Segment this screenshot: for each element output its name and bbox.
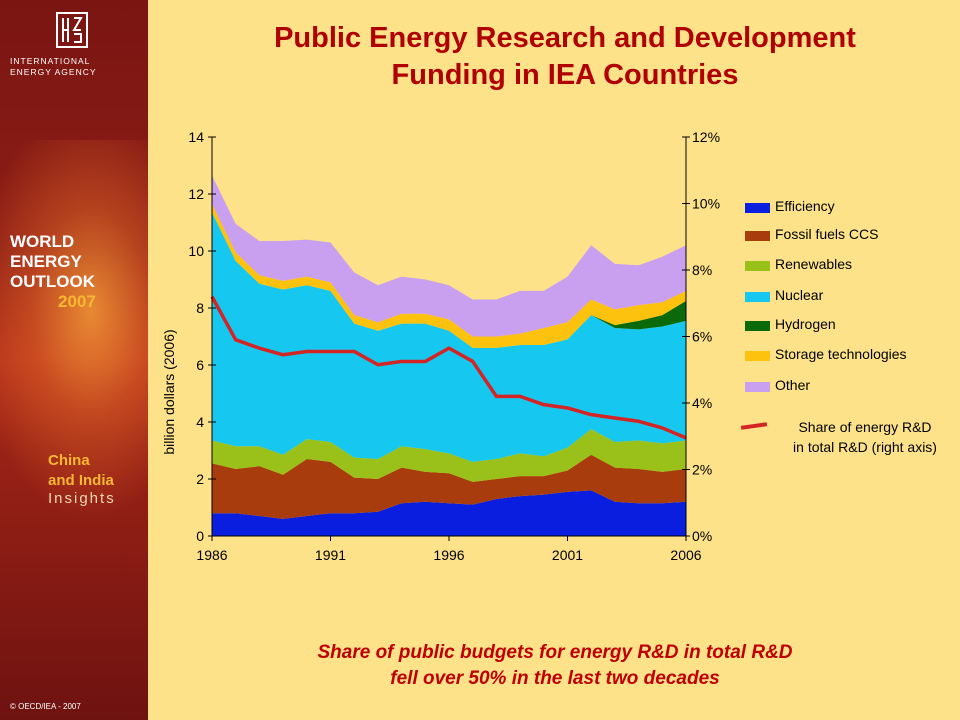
y2-tick-label: 6% (692, 329, 712, 345)
weo-year: 2007 (58, 292, 96, 311)
title-line-2: Funding in IEA Countries (391, 59, 739, 91)
y-tick-label: 0 (196, 528, 204, 544)
org-line-2: ENERGY AGENCY (10, 67, 97, 77)
weo-line-3: OUTLOOK (10, 272, 95, 291)
legend-swatch (745, 231, 770, 241)
legend-label: Renewables (775, 256, 853, 272)
legend-label: Share of energy R&D in total R&D (right … (793, 419, 937, 455)
legend-label: Efficiency (775, 198, 835, 214)
rd-funding-chart: 0 2 4 6 8 10 12 14 0% 2% 4% 6% 8% 10% 12% 1986 1991 1996 2… (161, 129, 720, 563)
sidebar: INTERNATIONAL ENERGY AGENCY WORLD ENERGY… (0, 0, 148, 720)
y-tick-label: 4 (196, 414, 204, 430)
slide-title: Public Energy Research and Development F… (170, 20, 960, 94)
weo-line-2: ENERGY (10, 252, 82, 271)
y-axis-label: billion dollars (2006) (161, 329, 177, 454)
caption-line-1: Share of public budgets for energy R&D i… (317, 642, 793, 663)
area-efficiency (212, 490, 686, 536)
legend-swatch (745, 203, 770, 213)
x-tick-label: 1991 (315, 547, 346, 563)
legend-label: Storage technologies (775, 346, 907, 362)
line-layer (210, 295, 687, 440)
y-tick-label: 10 (188, 243, 204, 259)
area-fossil-fuels-ccs (212, 454, 686, 519)
legend-label: Other (775, 377, 811, 393)
org-line-1: INTERNATIONAL (10, 56, 91, 66)
area-layer (212, 175, 686, 536)
x-tick-label: 2001 (552, 547, 583, 563)
y2-tick-label: 4% (692, 395, 712, 411)
legend-label: Hydrogen (775, 316, 836, 332)
y2-tick-label: 8% (692, 262, 712, 278)
legend-swatch (745, 292, 770, 302)
y-tick-label: 14 (188, 129, 204, 145)
legend-label: Fossil fuels CCS (775, 226, 879, 242)
y2-tick-label: 12% (692, 129, 720, 145)
area-nuclear (212, 212, 686, 462)
slide-caption: Share of public budgets for energy R&D i… (150, 640, 960, 692)
insight-line-3: Insights (48, 490, 116, 507)
x-tick-label: 1986 (196, 547, 227, 563)
insight-line-2: and India (48, 472, 114, 489)
legend-swatch (745, 351, 770, 361)
share-line (210, 295, 687, 440)
legend-swatch (745, 261, 770, 271)
org-name: INTERNATIONAL ENERGY AGENCY (10, 56, 97, 78)
y2-tick-label: 0% (692, 528, 712, 544)
copyright-notice: © OECD/IEA - 2007 (10, 702, 81, 711)
axis-layer: 0 2 4 6 8 10 12 14 0% 2% 4% 6% 8% 10% 12% 1986 1991 1996 2… (188, 129, 720, 563)
area-other (212, 175, 686, 337)
y-tick-label: 2 (196, 471, 204, 487)
area-renewables (212, 429, 686, 482)
weo-line-1: WORLD (10, 232, 75, 251)
legend-swatch (745, 321, 770, 331)
legend-label: Nuclear (775, 287, 824, 303)
x-tick-label: 2006 (670, 547, 701, 563)
y2-tick-label: 2% (692, 462, 712, 478)
legend-swatch (745, 382, 770, 392)
insight-line-1: China (48, 452, 90, 469)
y-tick-label: 8 (196, 300, 204, 316)
y2-tick-label: 10% (692, 196, 720, 212)
caption-line-2: fell over 50% in the last two decades (390, 668, 720, 689)
x-tick-label: 1996 (433, 547, 464, 563)
y-tick-label: 6 (196, 357, 204, 373)
map-illustration (0, 140, 148, 520)
iea-logo-icon (56, 12, 88, 48)
title-line-1: Public Energy Research and Development (274, 22, 856, 54)
y-tick-label: 12 (188, 186, 204, 202)
